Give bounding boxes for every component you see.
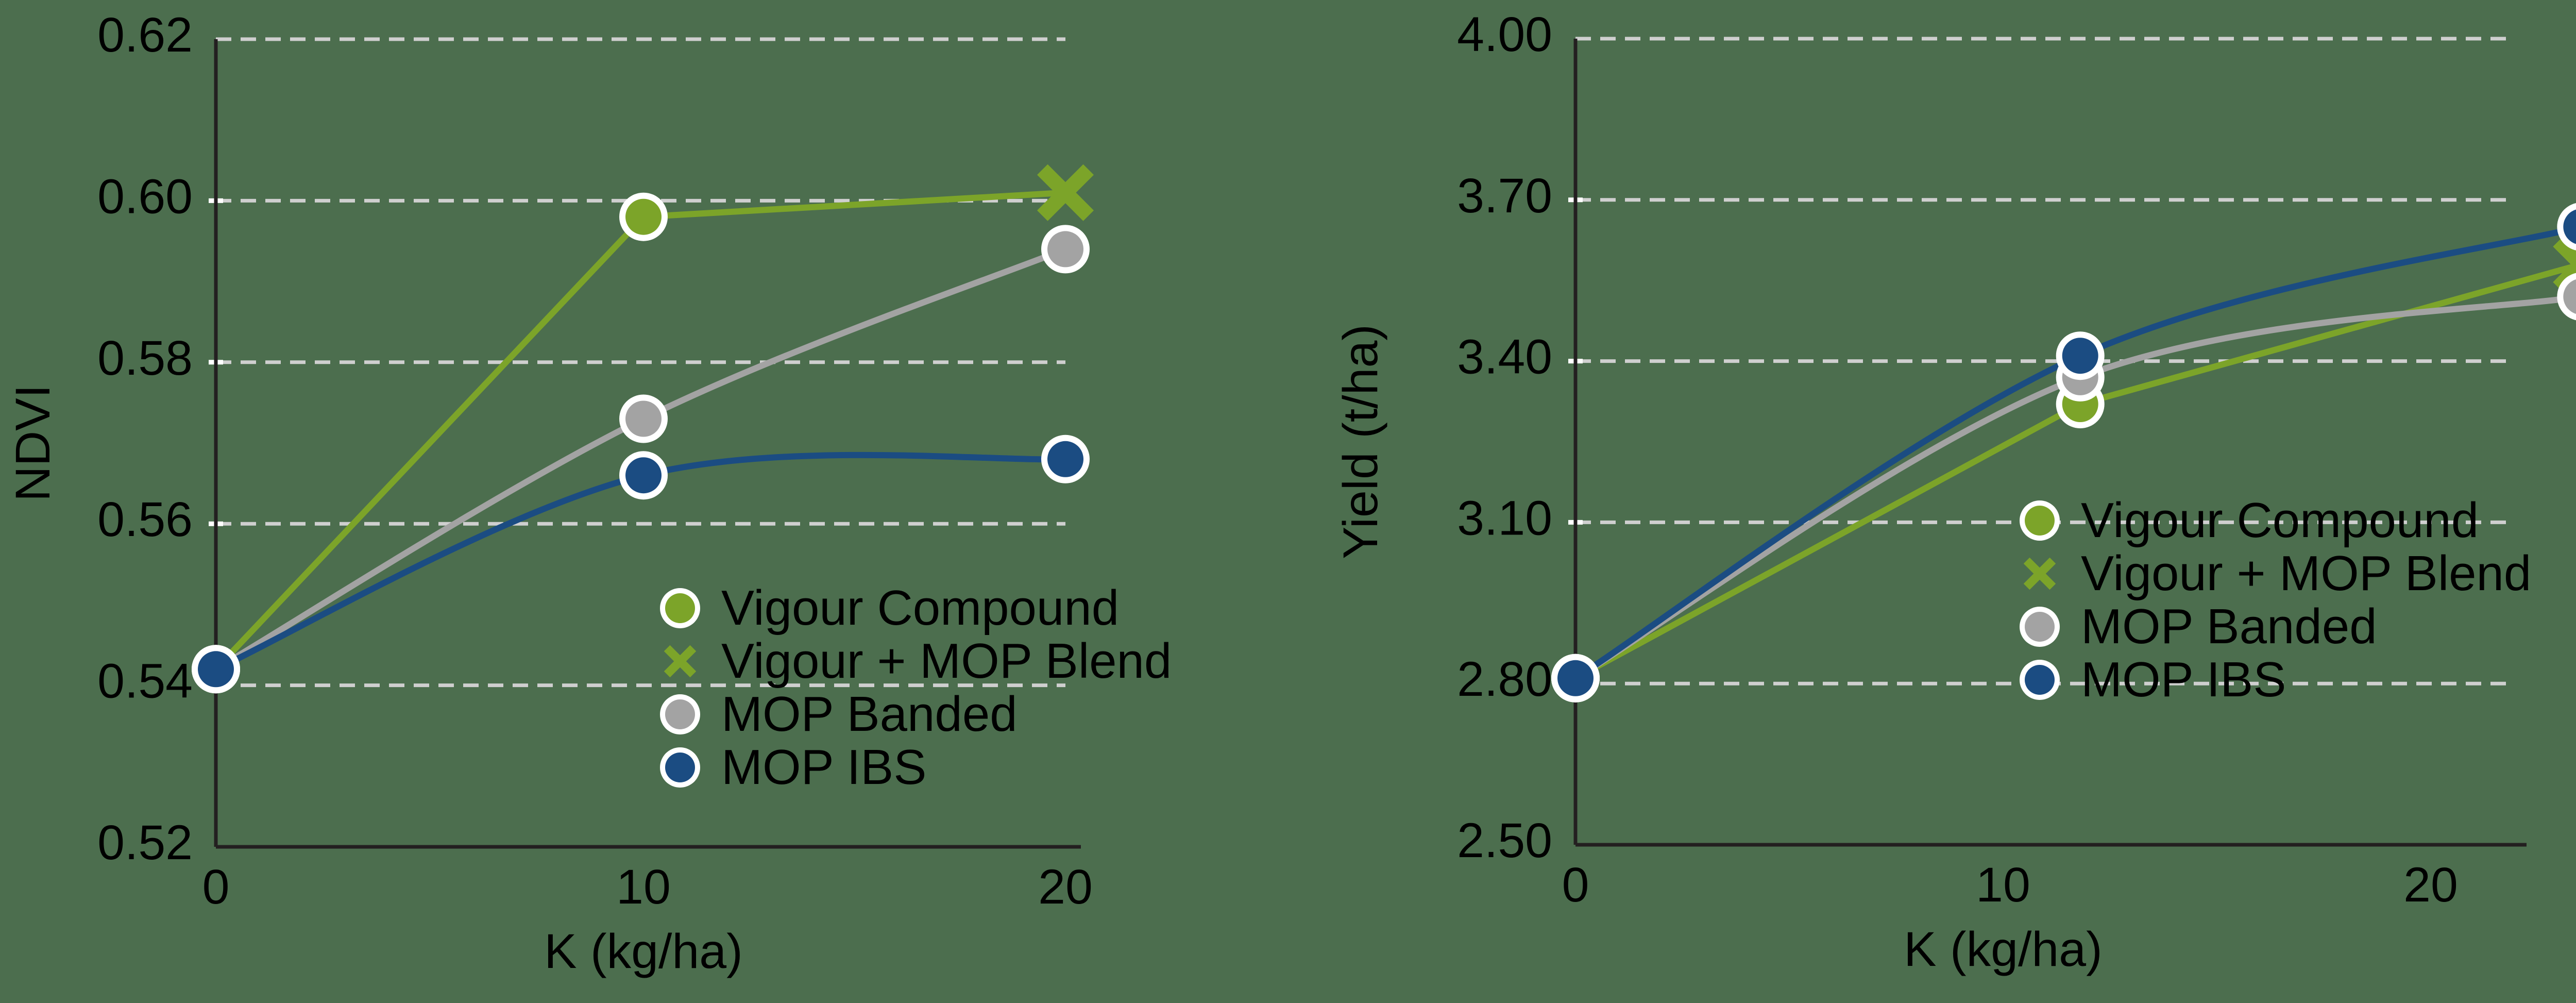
svg-text:MOP Banded: MOP Banded xyxy=(2081,599,2377,654)
svg-text:K (kg/ha): K (kg/ha) xyxy=(544,924,742,979)
svg-text:0.54: 0.54 xyxy=(97,654,193,709)
svg-text:Yield (t/ha): Yield (t/ha) xyxy=(1333,324,1388,559)
svg-text:3.70: 3.70 xyxy=(1457,169,1552,223)
svg-text:MOP IBS: MOP IBS xyxy=(2081,652,2286,707)
svg-text:0.58: 0.58 xyxy=(97,331,193,386)
svg-text:0.52: 0.52 xyxy=(97,815,193,870)
svg-text:K (kg/ha): K (kg/ha) xyxy=(1904,922,2102,977)
svg-text:NDVI: NDVI xyxy=(6,385,60,501)
svg-text:3.40: 3.40 xyxy=(1457,330,1552,385)
svg-text:3.10: 3.10 xyxy=(1457,491,1552,545)
svg-text:10: 10 xyxy=(616,860,671,914)
svg-text:0.56: 0.56 xyxy=(97,492,193,547)
svg-text:10: 10 xyxy=(1976,858,2030,912)
svg-text:0: 0 xyxy=(1562,858,1589,912)
svg-text:4.00: 4.00 xyxy=(1457,7,1552,62)
svg-text:Vigour + MOP Blend: Vigour + MOP Blend xyxy=(2081,546,2531,601)
svg-text:Vigour Compound: Vigour Compound xyxy=(2081,493,2479,548)
svg-text:0.60: 0.60 xyxy=(97,169,193,224)
svg-text:Vigour + MOP Blend: Vigour + MOP Blend xyxy=(721,633,1172,689)
svg-text:MOP IBS: MOP IBS xyxy=(721,740,926,795)
svg-text:0.62: 0.62 xyxy=(97,8,193,62)
svg-text:20: 20 xyxy=(1038,860,1093,914)
svg-text:0: 0 xyxy=(202,860,230,914)
svg-text:20: 20 xyxy=(2403,858,2458,912)
svg-text:2.50: 2.50 xyxy=(1457,813,1552,868)
svg-text:MOP Banded: MOP Banded xyxy=(721,687,1018,742)
svg-text:2.80: 2.80 xyxy=(1457,652,1552,707)
svg-text:Vigour Compound: Vigour Compound xyxy=(721,580,1119,636)
